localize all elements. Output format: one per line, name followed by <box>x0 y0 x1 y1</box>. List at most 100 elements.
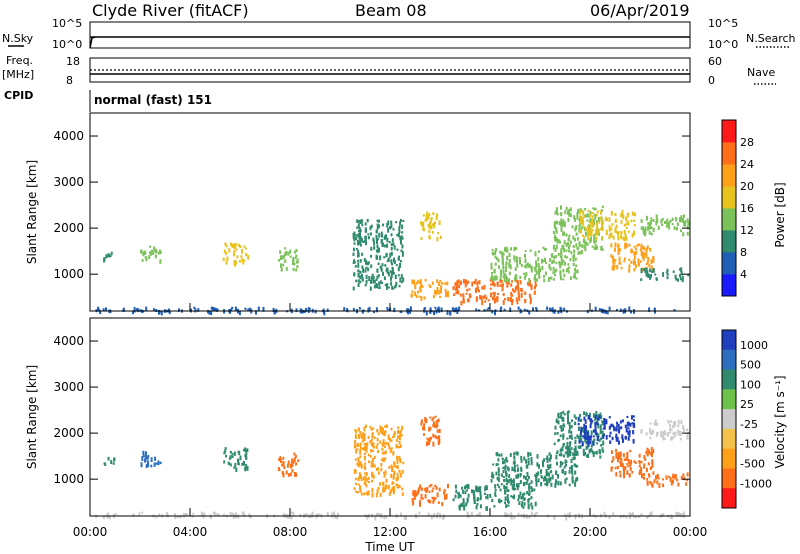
power-marks-cell <box>636 244 639 248</box>
velocity-marks-cell <box>399 431 402 436</box>
power-marks-cell <box>390 243 393 246</box>
power-marks-cell <box>438 220 441 226</box>
velocity-marks-cell <box>565 477 568 480</box>
power-marks-cell <box>436 279 439 283</box>
freq-right-label: Nave <box>747 66 775 79</box>
velocity-marks-cell <box>623 473 626 479</box>
power-marks-cell <box>381 282 383 285</box>
power-colorbar-swatch <box>722 230 736 253</box>
power-marks-cell <box>238 310 241 316</box>
power-marks-cell <box>386 283 389 286</box>
power-marks-cell <box>593 207 596 211</box>
power-marks-cell <box>391 266 394 270</box>
velocity-marks-cell <box>371 474 374 478</box>
power-marks-cell <box>620 212 623 218</box>
power-marks-cell <box>576 237 579 241</box>
velocity-marks-cell <box>278 468 281 472</box>
power-marks-cell <box>645 254 648 257</box>
velocity-marks-cell <box>616 421 618 425</box>
velocity-marks-cell <box>546 464 549 468</box>
power-marks-cell <box>545 261 547 264</box>
velocity-marks-cell <box>640 471 643 474</box>
velocity-marks-cell <box>497 458 500 462</box>
velocity-marks-cell <box>145 463 148 468</box>
velocity-colorbar-swatch <box>722 389 736 410</box>
velocity-marks-cell <box>526 471 529 475</box>
power-marks-cell <box>233 249 236 254</box>
power-marks-cell <box>666 222 669 227</box>
power-marks-cell <box>652 257 655 263</box>
power-marks-cell <box>612 258 615 263</box>
velocity-marks-cell <box>592 413 595 418</box>
power-marks-cell <box>352 252 355 256</box>
velocity-yticks-label: 4000 <box>53 334 84 348</box>
velocity-marks-cell <box>384 457 387 461</box>
power-marks-cell <box>563 248 566 253</box>
velocity-marks-cell <box>381 442 384 447</box>
velocity-marks-cell <box>548 457 551 462</box>
power-marks-cell <box>491 272 493 275</box>
velocity-marks-cell <box>443 491 445 495</box>
power-marks-cell <box>511 280 514 283</box>
velocity-marks-cell <box>437 418 440 423</box>
velocity-marks-cell <box>382 458 385 463</box>
power-marks-cell <box>353 272 356 276</box>
velocity-marks-cell <box>466 485 469 489</box>
power-marks-cell <box>499 307 502 312</box>
velocity-marks-cell <box>360 463 363 469</box>
velocity-marks-cell <box>355 490 358 493</box>
power-marks-cell <box>660 219 663 224</box>
velocity-marks-cell <box>527 498 530 502</box>
velocity-marks-cell <box>364 462 366 465</box>
velocity-marks-cell <box>550 482 553 487</box>
power-marks-cell <box>487 299 490 302</box>
power-marks-cell <box>640 269 643 274</box>
velocity-marks-cell <box>677 482 680 487</box>
velocity-marks-cell <box>373 436 376 439</box>
velocity-marks-cell <box>611 424 614 428</box>
velocity-marks-cell <box>457 492 460 495</box>
velocity-marks-cell <box>619 451 622 457</box>
velocity-marks-cell <box>678 430 681 434</box>
power-marks-cell <box>503 308 506 311</box>
velocity-marks-cell <box>150 464 153 468</box>
velocity-marks-cell <box>564 451 567 455</box>
power-marks-cell <box>414 291 417 296</box>
velocity-marks-cell <box>398 470 401 473</box>
velocity-marks-cell <box>243 513 246 517</box>
velocity-marks-cell <box>428 490 431 493</box>
velocity-marks-cell <box>393 486 396 491</box>
power-marks-cell <box>560 252 563 257</box>
velocity-marks-cell <box>603 420 606 426</box>
power-marks-cell <box>244 247 247 250</box>
velocity-marks-cell <box>479 490 482 496</box>
power-marks-cell <box>369 286 372 291</box>
velocity-marks-cell <box>177 515 180 518</box>
power-marks-cell <box>230 242 233 247</box>
velocity-marks-cell <box>652 449 655 454</box>
velocity-marks-cell <box>616 424 619 428</box>
velocity-marks-cell <box>647 451 650 455</box>
velocity-marks-cell <box>462 489 465 494</box>
velocity-marks-cell <box>503 459 506 464</box>
power-marks-cell <box>589 230 592 233</box>
power-marks-cell <box>655 214 658 219</box>
power-marks-cell <box>515 247 518 250</box>
power-marks-cell <box>148 255 151 260</box>
noise-panel-frame <box>89 21 691 49</box>
velocity-marks-cell <box>535 480 538 486</box>
velocity-marks-cell <box>354 477 357 481</box>
power-marks-cell <box>557 310 560 314</box>
power-marks-cell <box>586 226 589 232</box>
power-marks-cell <box>343 307 346 312</box>
velocity-marks-cell <box>641 474 643 479</box>
velocity-marks-cell <box>533 514 536 517</box>
power-marks-cell <box>640 243 643 249</box>
power-marks-cell <box>687 221 690 226</box>
power-marks-cell <box>680 267 683 272</box>
power-marks-cell <box>562 278 565 281</box>
velocity-marks-cell <box>626 453 629 458</box>
velocity-marks-cell <box>569 466 572 470</box>
velocity-marks-cell <box>245 452 248 455</box>
velocity-marks-cell <box>290 463 292 469</box>
